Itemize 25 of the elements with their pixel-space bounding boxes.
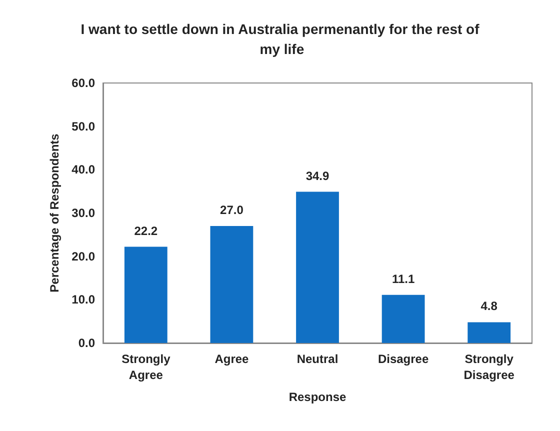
data-label: 27.0 [220, 203, 244, 217]
data-label: 11.1 [392, 272, 415, 286]
bar [382, 294, 425, 343]
bar [124, 246, 168, 343]
x-tick-label: Neutral [296, 352, 338, 366]
y-tick-label: 30.0 [72, 206, 96, 220]
y-tick-label: 20.0 [72, 249, 96, 264]
bar [468, 322, 511, 343]
bar [210, 226, 254, 343]
y-tick-label: 10.0 [72, 292, 96, 307]
x-tick-label: Strongly Disagree [464, 352, 515, 382]
x-tick-label: Agree [214, 352, 250, 366]
y-axis-title: Percentage of Respondents [48, 133, 62, 292]
data-label: 34.9 [306, 168, 330, 183]
x-axis-title: Response [288, 390, 346, 404]
chart-title: I want to settle down in Australia permenantly for the rest of my life [80, 21, 480, 57]
bar [296, 192, 339, 343]
data-label: 22.2 [134, 224, 158, 238]
y-tick-label: 40.0 [72, 162, 96, 177]
x-tick-label: Disagree [378, 352, 429, 366]
y-tick-label: 50.0 [72, 119, 96, 134]
data-label: 4.8 [480, 299, 498, 314]
y-tick-label: 60.0 [72, 76, 96, 90]
y-tick-label: 0.0 [78, 336, 96, 350]
x-tick-label: Strongly Agree [122, 352, 171, 382]
